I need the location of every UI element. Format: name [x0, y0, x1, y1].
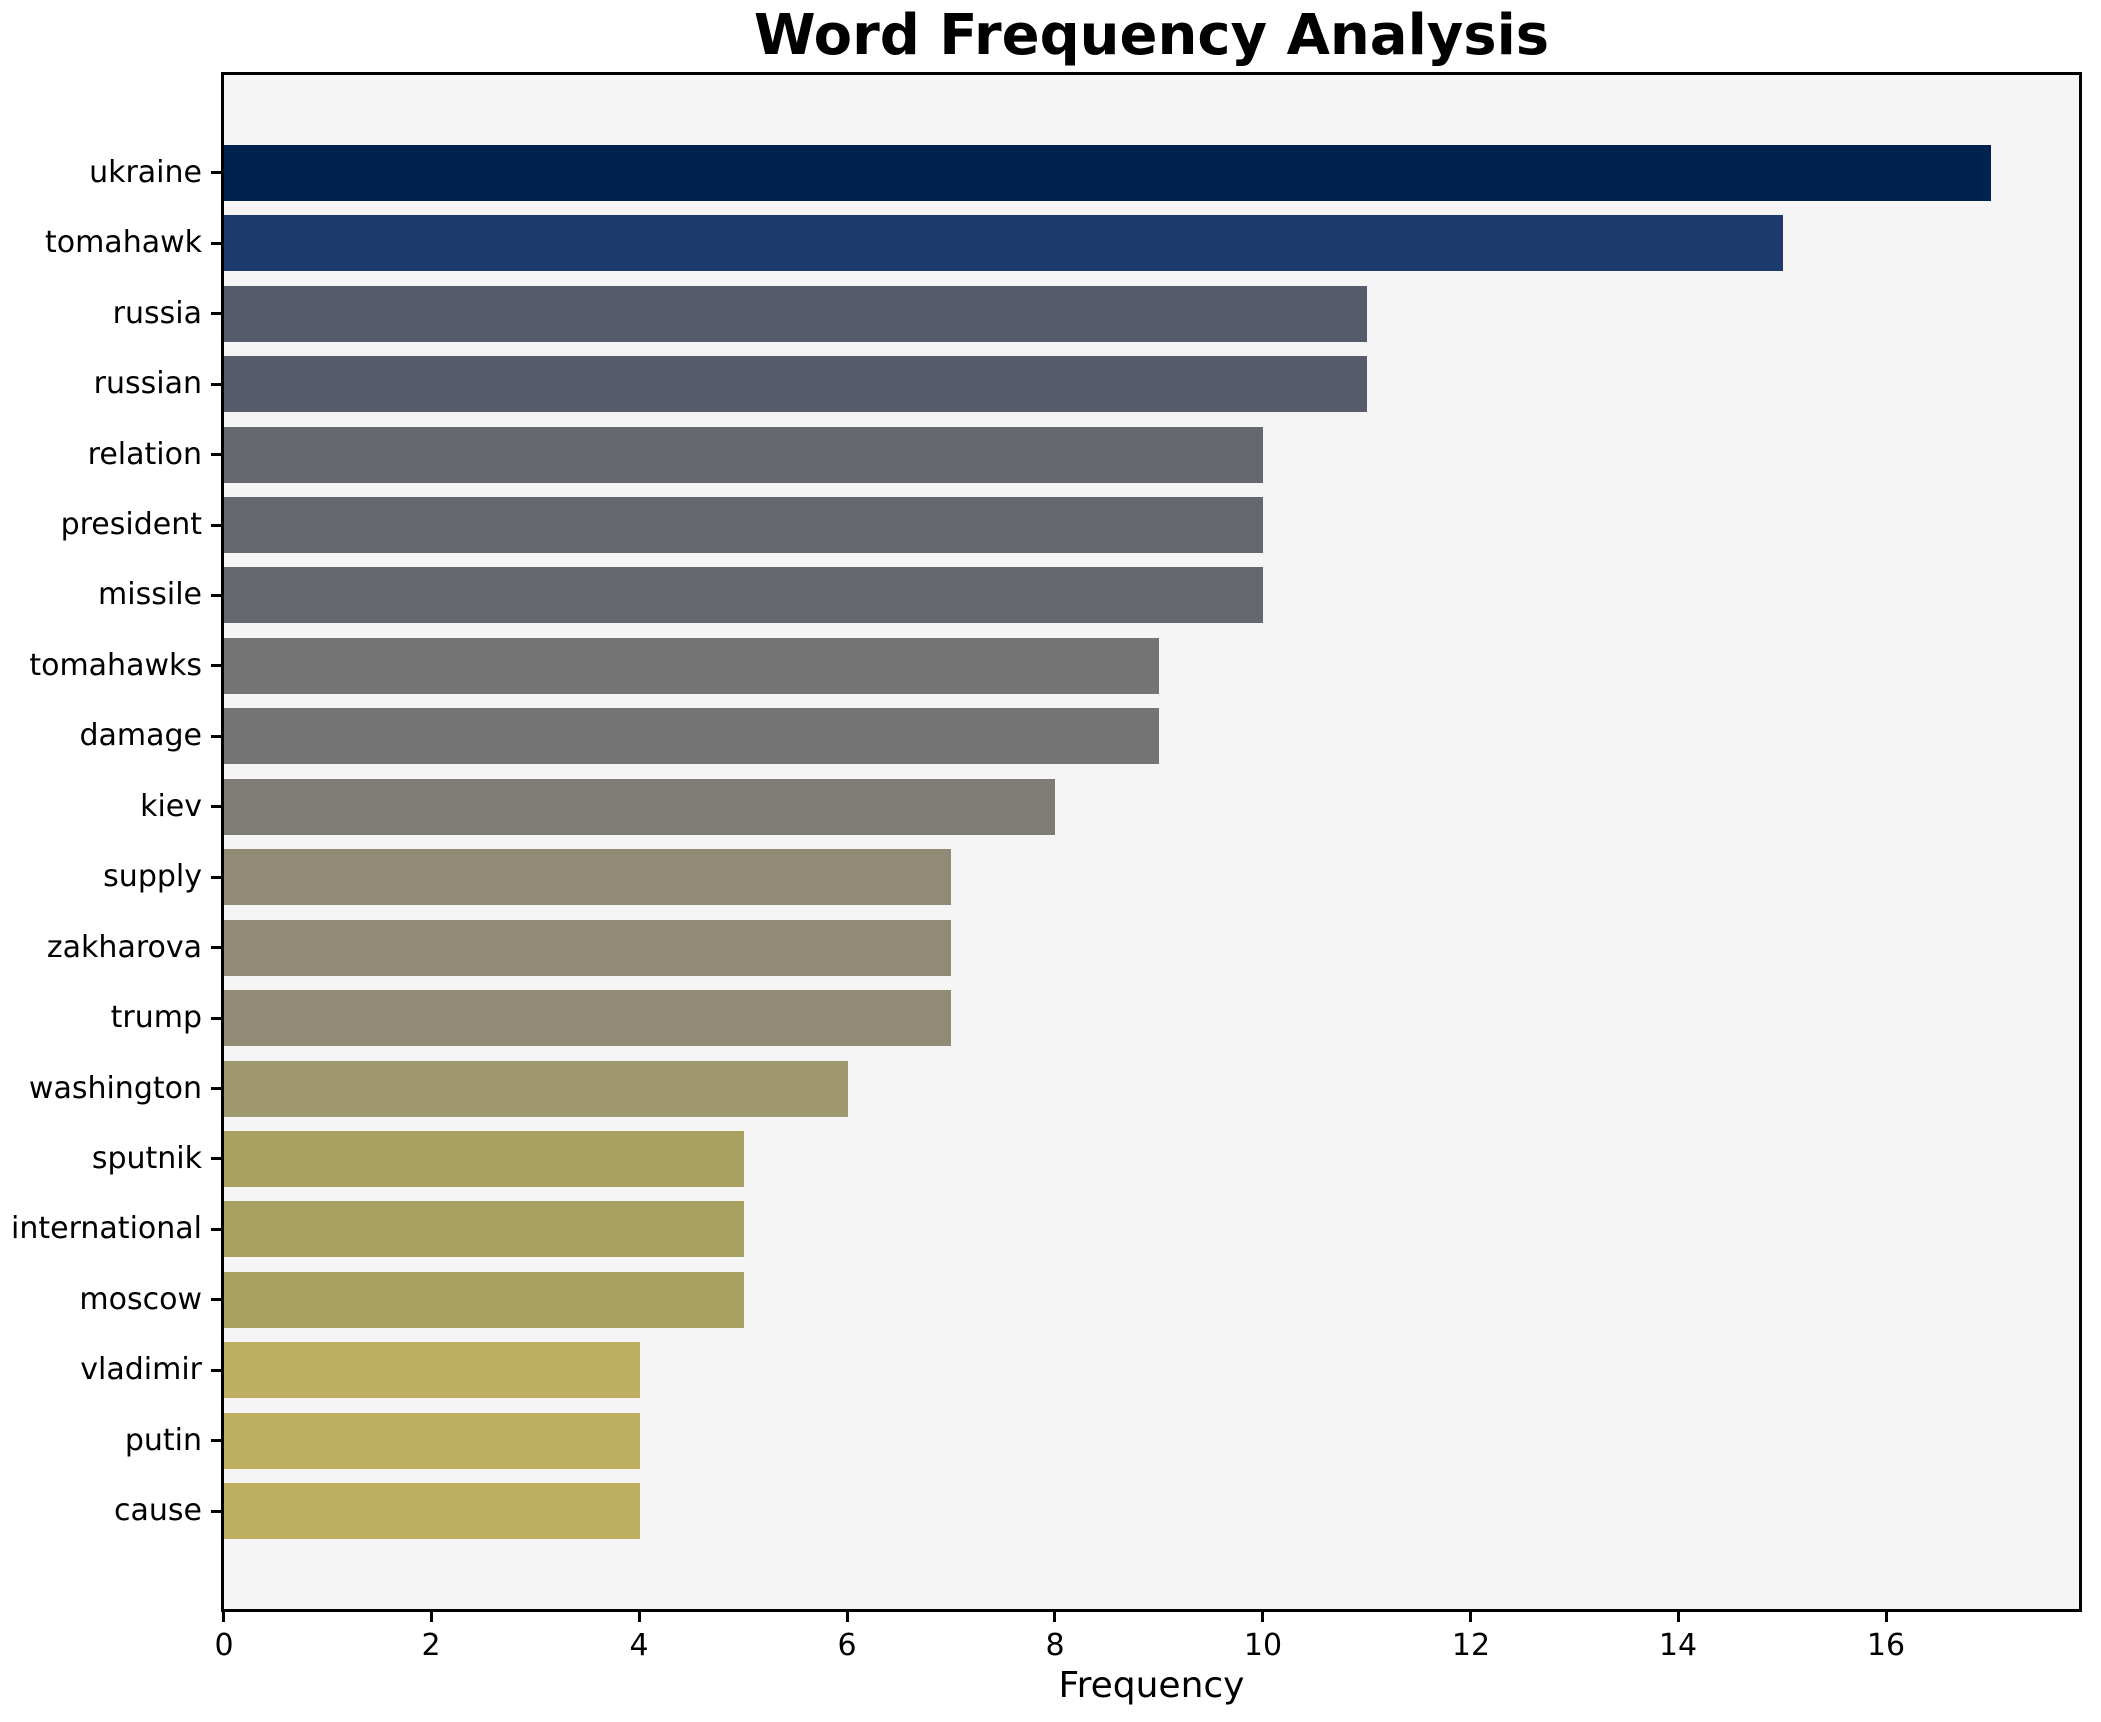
bar-trump — [224, 990, 951, 1046]
bar-president — [224, 497, 1263, 553]
bar-kiev — [224, 779, 1055, 835]
y-tick-mark — [211, 1510, 221, 1513]
x-tick-label-12: 12 — [1451, 1628, 1491, 1663]
y-tick-mark — [211, 876, 221, 879]
x-tick-mark — [846, 1612, 849, 1622]
x-axis-title: Frequency — [1058, 1665, 1245, 1706]
bar-russian — [224, 356, 1367, 412]
y-tick-label-damage: damage — [79, 718, 202, 753]
bar-cause — [224, 1483, 640, 1539]
y-tick-label-international: international — [11, 1211, 202, 1246]
y-tick-mark — [211, 383, 221, 386]
x-tick-mark — [1677, 1612, 1680, 1622]
y-tick-mark — [211, 1298, 221, 1301]
y-tick-mark — [211, 171, 221, 174]
y-tick-mark — [211, 735, 221, 738]
x-tick-label-10: 10 — [1243, 1628, 1283, 1663]
bar-tomahawk — [224, 215, 1783, 271]
bar-vladimir — [224, 1342, 640, 1398]
x-tick-label-8: 8 — [1045, 1628, 1065, 1663]
y-tick-label-missile: missile — [98, 577, 202, 612]
x-tick-mark — [638, 1612, 641, 1622]
bar-putin — [224, 1413, 640, 1469]
bar-zakharova — [224, 920, 951, 976]
y-tick-mark — [211, 1157, 221, 1160]
y-tick-mark — [211, 453, 221, 456]
bar-russia — [224, 286, 1367, 342]
y-tick-mark — [211, 594, 221, 597]
y-tick-label-moscow: moscow — [79, 1282, 202, 1317]
x-tick-label-14: 14 — [1658, 1628, 1698, 1663]
y-tick-label-tomahawks: tomahawks — [29, 648, 202, 683]
x-tick-mark — [430, 1612, 433, 1622]
y-tick-mark — [211, 946, 221, 949]
y-tick-mark — [211, 1369, 221, 1372]
x-tick-label-16: 16 — [1866, 1628, 1906, 1663]
y-tick-label-russian: russian — [93, 366, 202, 401]
y-tick-label-zakharova: zakharova — [46, 930, 202, 965]
x-tick-mark — [1053, 1612, 1056, 1622]
bar-moscow — [224, 1272, 744, 1328]
plot-area — [221, 72, 2082, 1612]
bar-relation — [224, 427, 1263, 483]
y-tick-mark — [211, 312, 221, 315]
y-tick-mark — [211, 664, 221, 667]
bar-washington — [224, 1061, 848, 1117]
bar-ukraine — [224, 145, 1991, 201]
x-tick-label-6: 6 — [837, 1628, 857, 1663]
y-tick-label-sputnik: sputnik — [91, 1141, 202, 1176]
y-tick-mark — [211, 805, 221, 808]
y-tick-label-kiev: kiev — [140, 789, 202, 824]
chart-title: Word Frequency Analysis — [753, 3, 1550, 68]
y-tick-label-president: president — [60, 507, 202, 542]
y-tick-label-ukraine: ukraine — [89, 155, 202, 190]
y-tick-label-supply: supply — [103, 859, 202, 894]
x-tick-mark — [1261, 1612, 1264, 1622]
y-tick-label-russia: russia — [112, 296, 202, 331]
x-tick-mark — [1885, 1612, 1888, 1622]
y-tick-label-trump: trump — [110, 1000, 202, 1035]
y-tick-mark — [211, 242, 221, 245]
x-tick-label-4: 4 — [629, 1628, 649, 1663]
x-tick-label-0: 0 — [214, 1628, 234, 1663]
bar-supply — [224, 849, 951, 905]
x-tick-mark — [222, 1612, 225, 1622]
y-tick-label-vladimir: vladimir — [80, 1352, 202, 1387]
y-tick-label-washington: washington — [28, 1071, 202, 1106]
bar-international — [224, 1201, 744, 1257]
y-tick-mark — [211, 1087, 221, 1090]
bar-missile — [224, 567, 1263, 623]
bar-tomahawks — [224, 638, 1159, 694]
y-tick-label-relation: relation — [87, 437, 202, 472]
x-tick-mark — [1469, 1612, 1472, 1622]
y-tick-label-cause: cause — [114, 1493, 202, 1528]
y-tick-mark — [211, 1017, 221, 1020]
y-tick-label-putin: putin — [124, 1423, 202, 1458]
bar-damage — [224, 708, 1159, 764]
y-tick-label-tomahawk: tomahawk — [44, 225, 202, 260]
bar-sputnik — [224, 1131, 744, 1187]
y-tick-mark — [211, 1228, 221, 1231]
y-tick-mark — [211, 1439, 221, 1442]
y-tick-mark — [211, 524, 221, 527]
x-tick-label-2: 2 — [421, 1628, 441, 1663]
